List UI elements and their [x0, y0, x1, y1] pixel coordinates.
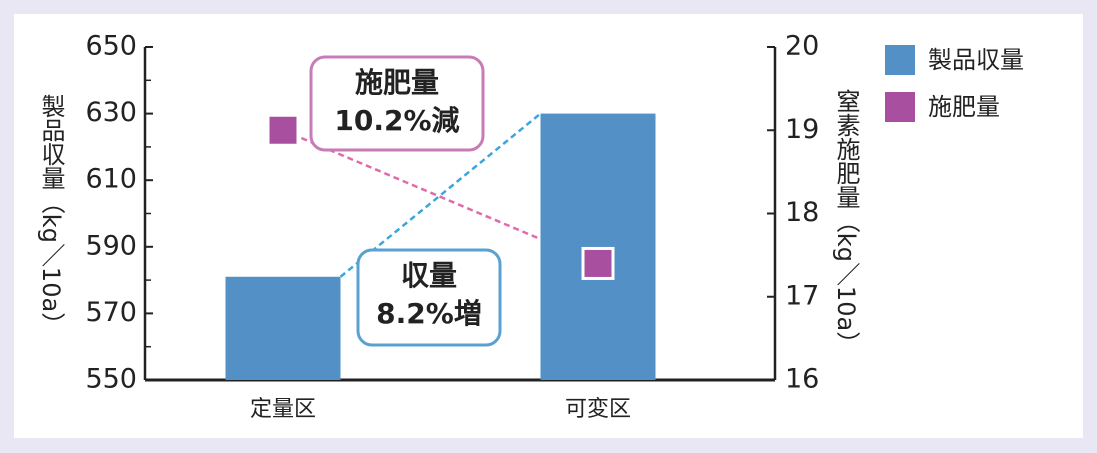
y-tick-label: 550 — [85, 364, 137, 395]
y-tick-label: 610 — [85, 164, 137, 195]
fertilizer-point — [266, 113, 300, 147]
bar — [540, 113, 656, 380]
y2-tick-label: 18 — [785, 197, 819, 228]
y2-tick-label: 19 — [785, 114, 819, 145]
callout-box — [309, 55, 485, 152]
bar — [225, 276, 341, 380]
callout-text: 施肥量 — [355, 66, 439, 99]
x-tick-label: 可変区 — [565, 397, 631, 422]
callout-box — [356, 248, 502, 347]
fertilizer-point — [581, 246, 615, 280]
y-tick-label: 650 — [85, 31, 137, 62]
y2-tick-label: 16 — [785, 364, 819, 395]
y2-tick-label: 20 — [785, 31, 819, 62]
y2-axis-title: 窒素施肥量（kg／10a） — [832, 89, 860, 355]
x-tick-label: 定量区 — [250, 397, 316, 422]
y2-tick-label: 17 — [785, 280, 819, 311]
callout-text: 収量 — [401, 259, 457, 292]
y-axis-title: 製品収量（kg／10a） — [37, 94, 65, 336]
y-tick-label: 590 — [85, 230, 137, 261]
legend-label: 施肥量 — [928, 93, 1000, 121]
y-tick-label: 570 — [85, 297, 137, 328]
y-tick-label: 630 — [85, 97, 137, 128]
callout-text: 10.2%減 — [334, 104, 459, 137]
legend-label: 製品収量 — [928, 46, 1024, 74]
legend-swatch — [885, 45, 915, 75]
legend-swatch — [885, 92, 915, 122]
callout-text: 8.2%増 — [376, 297, 482, 330]
